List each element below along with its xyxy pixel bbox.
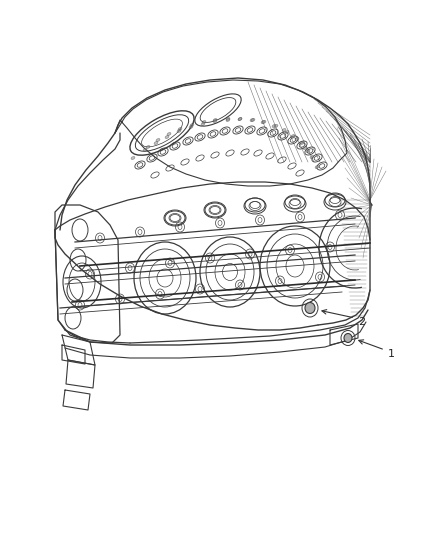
Ellipse shape [344, 334, 352, 343]
Ellipse shape [201, 123, 205, 125]
Text: 1: 1 [388, 349, 395, 359]
Ellipse shape [177, 130, 181, 132]
Ellipse shape [262, 120, 266, 124]
Ellipse shape [295, 138, 299, 141]
Ellipse shape [178, 127, 182, 131]
Ellipse shape [189, 126, 193, 128]
Ellipse shape [306, 150, 310, 152]
Ellipse shape [300, 142, 304, 144]
Ellipse shape [305, 303, 315, 313]
Ellipse shape [167, 133, 171, 135]
Ellipse shape [282, 128, 286, 132]
Ellipse shape [226, 118, 230, 120]
Ellipse shape [213, 119, 217, 123]
Ellipse shape [272, 125, 276, 127]
Ellipse shape [303, 147, 307, 149]
Ellipse shape [274, 125, 278, 127]
Ellipse shape [146, 146, 150, 149]
Text: 2: 2 [358, 317, 365, 327]
Ellipse shape [261, 120, 265, 124]
Ellipse shape [165, 135, 169, 139]
Ellipse shape [213, 118, 217, 122]
Ellipse shape [131, 157, 135, 159]
Ellipse shape [310, 156, 314, 158]
Ellipse shape [291, 134, 295, 138]
Ellipse shape [285, 131, 289, 133]
Ellipse shape [190, 124, 194, 126]
Ellipse shape [154, 142, 158, 144]
Ellipse shape [315, 166, 319, 168]
Ellipse shape [251, 118, 255, 122]
Ellipse shape [202, 120, 206, 124]
Ellipse shape [238, 118, 242, 120]
Ellipse shape [238, 118, 242, 120]
Ellipse shape [226, 118, 230, 122]
Ellipse shape [250, 118, 254, 122]
Ellipse shape [143, 149, 147, 151]
Ellipse shape [156, 139, 160, 141]
